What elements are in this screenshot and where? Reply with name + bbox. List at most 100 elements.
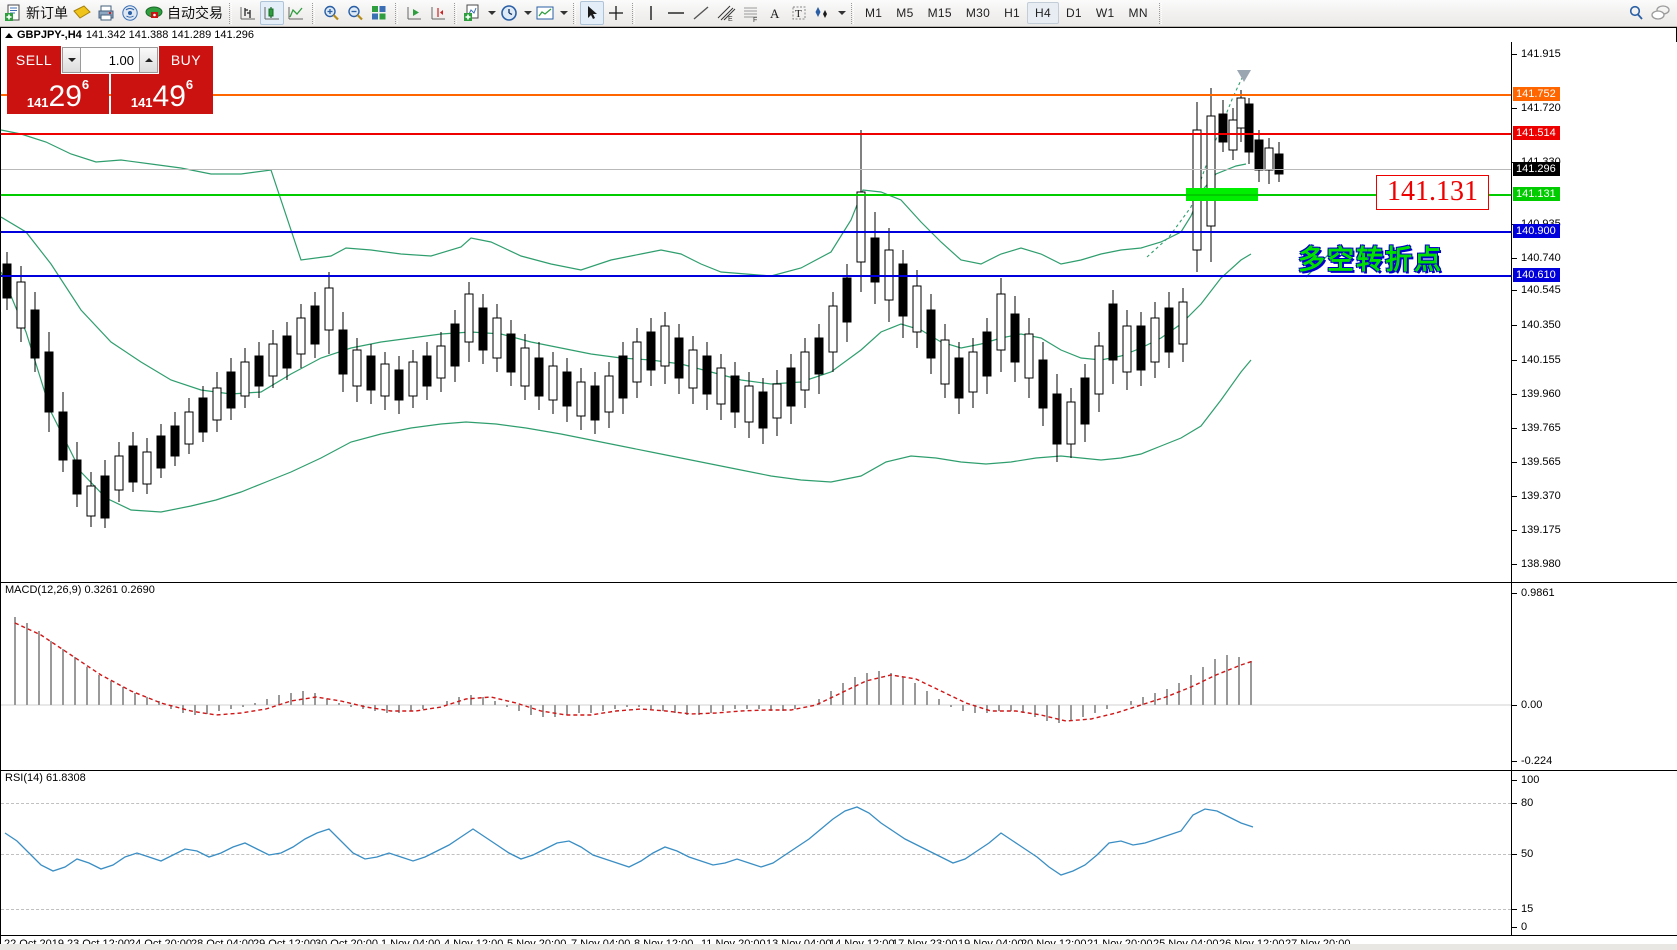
bar-chart-button[interactable] [236,1,260,25]
shapes-dropdown-arrow[interactable] [838,11,846,15]
zoom-in-button[interactable] [319,1,343,25]
cursor-button[interactable] [580,1,604,25]
trendline-button[interactable] [689,1,713,25]
vline-button[interactable] [639,1,663,25]
chart-ohlc-values: 141.342 141.388 141.289 141.296 [85,29,255,41]
autotrading-button[interactable]: 自动交易 [142,1,225,25]
pivot-line-upper[interactable] [1,231,1511,233]
timeframe-m1[interactable]: M1 [865,6,883,20]
toolbar-separator [851,2,854,24]
connection-status-button[interactable] [118,1,142,25]
label-button[interactable]: T [787,1,811,25]
support-line[interactable] [1,194,1511,196]
buy-price-pips: 49 [152,80,186,113]
chinese-annotation: 多空转折点 [1298,245,1443,276]
zoom-out-button[interactable] [343,1,367,25]
rsi-pane: RSI(14) 61.8308 100 80 50 15 0 [1,770,1677,935]
templates-dropdown-arrow[interactable] [560,11,568,15]
macd-series-layer [1,617,1511,723]
timeframe-h1[interactable]: H1 [1004,6,1021,20]
volume-input[interactable]: 1.00 [81,48,139,72]
rsi-scale[interactable]: 100 80 50 15 0 [1511,771,1677,935]
chat-button[interactable] [1648,1,1674,25]
sell-price-fraction: 6 [81,77,90,92]
rsi-plot-area[interactable] [1,771,1511,935]
new-order-button[interactable]: 新订单 [3,1,70,25]
rsi-tick-50: 50 [1512,848,1533,860]
line-chart-button[interactable] [284,1,308,25]
sell-price-button[interactable]: 141 29 6 [7,74,109,114]
new-order-label: 新订单 [26,5,68,21]
price-tick: 139.960 [1512,388,1561,400]
tile-windows-button[interactable] [367,1,391,25]
price-annotation-box: 141.131 [1376,175,1489,211]
price-tick: 138.980 [1512,558,1561,570]
pivot-line-lower[interactable] [1,275,1511,277]
fibonacci-button[interactable]: F [739,1,763,25]
price-tick: 140.350 [1512,319,1561,331]
line-chart-icon [288,7,303,20]
zoom-in-icon [324,5,339,21]
text-button[interactable]: A [763,1,787,25]
timeframe-m5[interactable]: M5 [896,6,914,20]
timeframe-h4[interactable]: H4 [1027,2,1059,24]
timeframe-d1[interactable]: D1 [1065,6,1082,20]
price-tick: 140.155 [1512,354,1561,366]
search-button[interactable] [1624,1,1648,25]
timeframe-mn[interactable]: MN [1128,6,1148,20]
macd-tick-max: 0.9861 [1512,587,1555,599]
candlestick-chart-button[interactable] [260,1,284,25]
toolbar-separator [454,2,457,24]
add-indicator-icon [464,4,479,21]
toolbar-separator [632,2,635,24]
rsi-tick-100: 100 [1512,774,1539,786]
price-tick: 139.175 [1512,524,1561,536]
candlestick-series [2,88,1284,528]
buy-price-button[interactable]: 141 49 6 [111,74,213,114]
expert-advisors-button[interactable] [70,1,94,25]
period-dropdown-arrow[interactable] [524,11,532,15]
price-scale[interactable]: 141.915 141.752 141.720 141.514 141.330 … [1511,42,1677,582]
macd-label: MACD(12,26,9) 0.3261 0.2690 [5,584,155,596]
bar-chart-icon [240,7,255,20]
print-button[interactable] [94,1,118,25]
resistance-line[interactable] [1,133,1511,135]
buy-button[interactable]: BUY [159,46,213,74]
toolbar-separator [229,2,232,24]
templates-button[interactable] [533,1,557,25]
period-button[interactable] [497,1,521,25]
add-indicator-button[interactable] [461,1,485,25]
macd-plot-area[interactable] [1,583,1511,770]
sell-price-pips: 29 [48,80,82,113]
crosshair-icon [609,6,623,20]
shift-chart-button[interactable] [426,1,450,25]
equidistant-channel-button[interactable]: E [713,1,739,25]
price-plot-area[interactable]: 141.131 多空转折点 [1,42,1511,582]
macd-scale[interactable]: 0.9861 0.00 -0.224 [1511,583,1677,770]
trendline-icon [693,6,709,20]
one-click-trading-panel[interactable]: SELL 1.00 BUY 141 29 6 [7,46,213,140]
timeframe-m30[interactable]: M30 [965,6,991,20]
price-badge-pivot-lower: 140.610 [1513,268,1560,282]
sell-button[interactable]: SELL [7,46,61,74]
hline-button[interactable] [663,1,689,25]
volume-increase-button[interactable] [139,48,157,72]
main-toolbar: 新订单 [0,0,1677,27]
crosshair-button[interactable] [604,1,628,25]
add-indicator-dropdown-arrow[interactable] [488,11,496,15]
collapse-triangle-icon[interactable] [5,32,13,38]
take-profit-line[interactable] [1,94,1511,96]
print-icon [98,5,114,21]
rsi-level-80 [1,803,1511,804]
timeframe-m15[interactable]: M15 [927,6,952,20]
autotrading-icon [145,6,163,18]
shift-end-button[interactable] [402,1,426,25]
macd-tick-zero: 0.00 [1512,699,1542,711]
volume-decrease-button[interactable] [63,48,81,72]
buy-price-big: 141 [130,95,153,110]
timeframe-w1[interactable]: W1 [1095,6,1115,20]
one-click-price-row: 141 29 6 141 49 6 [7,74,213,114]
volume-stepper[interactable]: 1.00 [62,47,158,73]
buy-price-fraction: 6 [185,77,194,92]
shapes-button[interactable] [811,1,835,25]
